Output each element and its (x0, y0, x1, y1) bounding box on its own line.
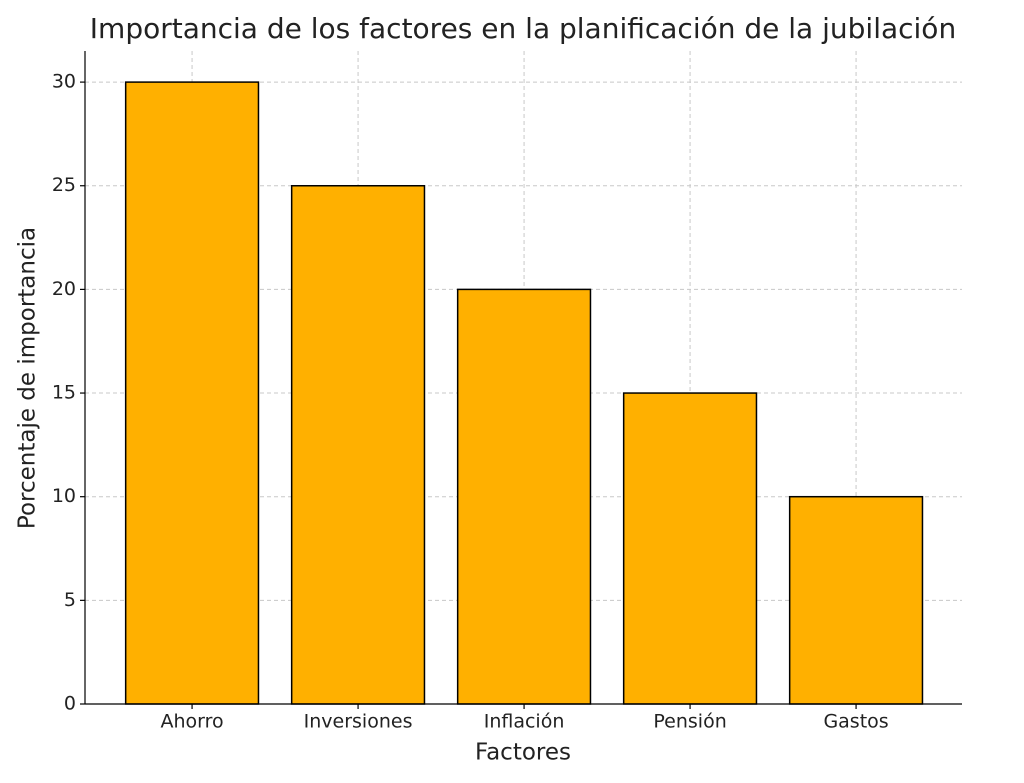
x-axis-label: Factores (475, 740, 571, 766)
bar (788, 495, 924, 705)
y-tick-label: 20 (52, 278, 76, 300)
y-tick-label: 0 (64, 693, 76, 715)
x-tick-label: Inflación (484, 711, 565, 733)
bar (456, 288, 592, 705)
x-tick-label: Ahorro (160, 711, 223, 733)
y-tick-label: 15 (52, 382, 76, 404)
bar (622, 392, 758, 705)
bar (124, 81, 260, 705)
x-tick-label: Gastos (823, 711, 888, 733)
y-tick-label: 25 (52, 174, 76, 196)
y-tick-label: 5 (64, 589, 76, 611)
y-tick-label: 30 (52, 71, 76, 93)
bar (290, 184, 426, 705)
x-tick-label: Inversiones (304, 711, 413, 733)
chart-title: Importancia de los factores en la planif… (90, 12, 956, 45)
y-tick-label: 10 (52, 485, 76, 507)
y-axis-label: Porcentaje de importancia (15, 227, 41, 529)
x-tick-label: Pensión (653, 711, 726, 733)
